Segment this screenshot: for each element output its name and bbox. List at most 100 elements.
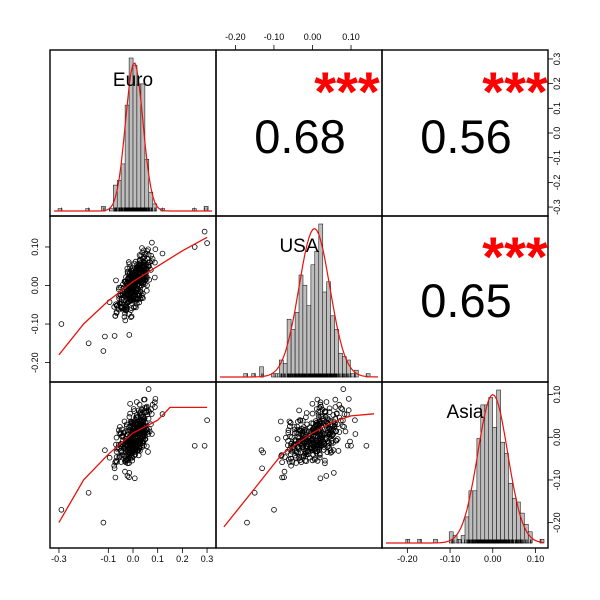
histogram-bar-usa	[310, 264, 316, 378]
histogram-bar-usa	[322, 291, 327, 378]
scatter-point-asia-usa	[309, 410, 316, 417]
scatter-point-asia-euro	[201, 442, 208, 449]
scatter-point-asia-usa	[293, 454, 299, 461]
scatter-point-asia-euro	[113, 434, 120, 441]
scatter-point-usa-euro	[132, 303, 139, 309]
scatter-point-asia-euro	[138, 412, 144, 418]
scatter-point-asia-usa	[323, 435, 330, 441]
scatter-point-usa-euro	[148, 252, 154, 259]
scatter-point-usa-euro	[159, 250, 166, 257]
scatter-point-usa-euro	[136, 282, 143, 289]
scatter-point-asia-usa	[334, 436, 341, 442]
scatter-point-asia-euro	[130, 446, 136, 452]
scatter-point-usa-euro	[121, 313, 128, 320]
scatter-point-asia-usa	[330, 470, 337, 476]
scatter-point-asia-usa	[304, 421, 310, 428]
scatter-point-asia-euro	[137, 430, 143, 437]
scatter-point-asia-usa	[278, 453, 285, 459]
scatter-point-asia-usa	[285, 427, 292, 434]
smooth-fit-usa_vs_euro	[58, 236, 208, 356]
density-curve-asia	[386, 393, 545, 544]
scatter-point-asia-usa	[310, 425, 317, 431]
scatter-point-usa-euro	[149, 239, 155, 246]
scatter-point-asia-usa	[316, 404, 323, 411]
scatter-point-asia-usa	[317, 432, 324, 438]
scatter-point-asia-euro	[126, 424, 132, 430]
right-axis-euro-tick-label: -0.1	[552, 150, 562, 166]
scatter-point-asia-usa	[317, 401, 324, 408]
smooth-fit-lines	[58, 236, 375, 528]
histogram-bar-usa	[330, 315, 335, 378]
scatter-point-asia-usa	[330, 447, 337, 453]
bottom-axis-euro-tick-label: 0.3	[201, 554, 214, 564]
histogram-bar-usa	[302, 284, 308, 378]
scatter-point-asia-usa	[299, 417, 306, 424]
histogram-bar-usa	[294, 312, 300, 378]
scatter-point-asia-usa	[333, 428, 339, 435]
scatter-point-asia-usa	[285, 456, 292, 463]
bottom-axis-asia-tick-label: -0.10	[440, 554, 461, 564]
scatter-point-asia-usa	[300, 424, 307, 430]
scatter-point-usa-euro	[127, 293, 134, 299]
scatter-point-asia-euro	[126, 445, 132, 451]
scatter-point-asia-usa	[296, 426, 302, 433]
scatter-point-usa-euro	[126, 259, 132, 265]
right-axis-asia-tick-label: -0.20	[552, 512, 562, 533]
scatter-point-usa-euro	[127, 264, 133, 271]
bottom-axis-euro-tick-label: 0.1	[151, 554, 164, 564]
scatter-point-usa-euro	[118, 292, 124, 298]
scatter-point-usa-euro	[126, 291, 132, 298]
scatter-point-asia-usa	[322, 409, 328, 415]
scatter-point-usa-euro	[100, 348, 107, 354]
scatter-point-asia-usa	[308, 445, 314, 451]
scatter-point-asia-usa	[336, 429, 343, 435]
left-axis-usa-tick-label: 0.10	[30, 238, 40, 256]
scatter-point-asia-usa	[314, 396, 321, 403]
scatter-point-asia-usa	[279, 474, 285, 481]
histogram-bar-usa	[275, 373, 280, 378]
right-axis-euro-tick-label: -0.3	[552, 199, 562, 215]
scatter-point-asia-euro	[119, 449, 125, 456]
right-axis-euro-tick-label: -0.2	[552, 175, 562, 191]
histogram-bar-asia	[500, 441, 505, 544]
scatter-point-asia-usa	[330, 440, 336, 446]
scatter-point-usa-euro	[201, 228, 208, 235]
corr-stars-euro-usa: ***	[314, 60, 380, 123]
scatter-point-asia-euro	[127, 410, 133, 417]
scatter-point-usa-euro	[126, 332, 133, 338]
histogram-bar-euro	[136, 83, 142, 212]
bottom-axis-asia-tick-label: 0.00	[484, 554, 502, 564]
scatter-point-asia-euro	[145, 449, 151, 455]
bottom-axis-asia-tick-label: 0.10	[527, 554, 545, 564]
scatter-point-asia-usa	[251, 489, 258, 496]
scatter-point-asia-usa	[322, 460, 328, 467]
scatter-point-asia-euro	[112, 459, 118, 466]
scatter-point-asia-usa	[309, 400, 316, 407]
scatter-point-asia-usa	[311, 456, 318, 463]
scatter-point-asia-usa	[318, 413, 324, 420]
scatter-point-asia-usa	[332, 396, 339, 403]
scatter-point-asia-euro	[145, 415, 152, 422]
top-axis-tick-label: -0.20	[225, 32, 246, 42]
scatter-point-asia-usa	[312, 424, 318, 430]
scatter-point-asia-euro	[112, 474, 119, 481]
scatter-point-usa-euro	[138, 292, 145, 299]
scatter-point-asia-euro	[191, 442, 198, 449]
scatter-point-asia-euro	[139, 431, 146, 438]
histogram-bar-asia	[484, 404, 490, 544]
scatter-point-asia-euro	[132, 417, 139, 423]
bottom-axis-euro-tick-label: -0.1	[101, 554, 117, 564]
scatter-point-usa-euro	[111, 333, 118, 339]
density-curve-euro	[54, 62, 212, 212]
scatter-point-asia-usa	[310, 432, 317, 439]
scatter-point-usa-euro	[120, 281, 126, 288]
histogram-bar-asia	[508, 483, 513, 544]
scatter-point-usa-euro	[58, 321, 65, 327]
scatter-point-usa-euro	[128, 314, 134, 321]
scatter-point-asia-usa	[348, 442, 354, 449]
scatter-point-asia-usa	[318, 419, 325, 426]
corr-value-euro-usa: 0.68	[254, 110, 345, 163]
scatter-point-asia-euro	[131, 440, 138, 447]
scatter-point-asia-usa	[287, 419, 294, 426]
